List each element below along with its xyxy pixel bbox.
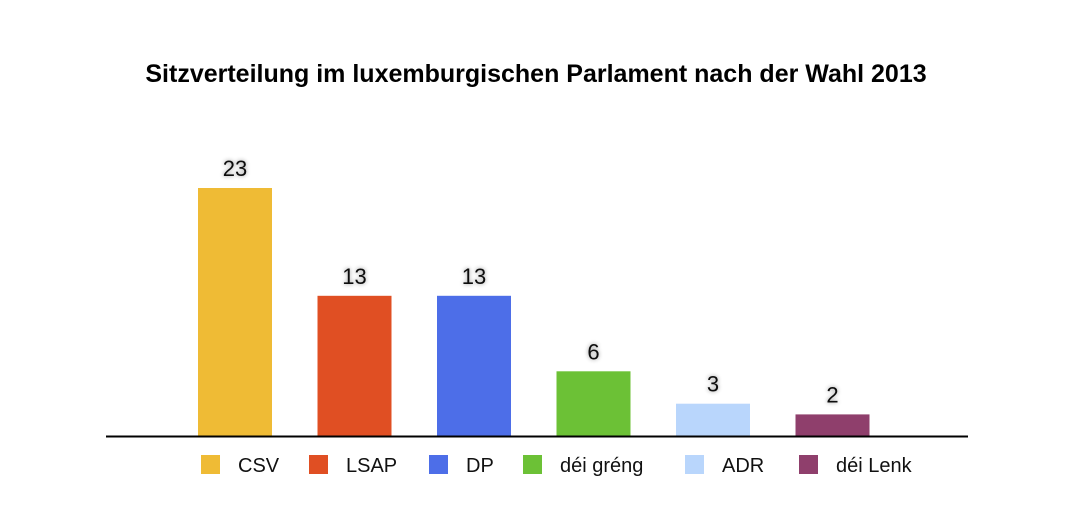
- value-label-dei-greng: 6: [587, 339, 599, 364]
- legend: CSV LSAP DP déi gréng ADR déi Lenk: [201, 455, 913, 477]
- legend-label-csv: CSV: [238, 455, 280, 477]
- legend-swatch-csv: [201, 455, 220, 474]
- bar-dp: [437, 295, 511, 436]
- value-label-adr: 3: [707, 372, 719, 397]
- bars-group: [198, 188, 870, 436]
- legend-swatch-lsap: [309, 455, 328, 474]
- value-labels-group: 23 13 13 6 3 2: [223, 156, 839, 407]
- legend-swatch-dei-lenk: [799, 455, 818, 474]
- value-label-dei-lenk: 2: [826, 382, 838, 407]
- legend-swatch-adr: [685, 455, 704, 474]
- legend-label-dei-greng: déi gréng: [560, 455, 643, 477]
- bar-adr: [676, 403, 750, 436]
- bar-dei-lenk: [795, 414, 870, 436]
- legend-label-dei-lenk: déi Lenk: [836, 455, 913, 477]
- legend-label-lsap: LSAP: [346, 455, 397, 477]
- bar-lsap: [317, 295, 392, 436]
- legend-label-adr: ADR: [722, 455, 764, 477]
- value-label-csv: 23: [223, 156, 247, 181]
- legend-swatch-dp: [429, 455, 448, 474]
- legend-label-dp: DP: [466, 455, 494, 477]
- bar-dei-greng: [556, 371, 631, 436]
- value-label-dp: 13: [462, 264, 486, 289]
- legend-swatch-dei-greng: [523, 455, 542, 474]
- bar-csv: [198, 188, 272, 436]
- chart-title: Sitzverteilung im luxemburgischen Parlam…: [145, 60, 926, 88]
- value-label-lsap: 13: [342, 264, 366, 289]
